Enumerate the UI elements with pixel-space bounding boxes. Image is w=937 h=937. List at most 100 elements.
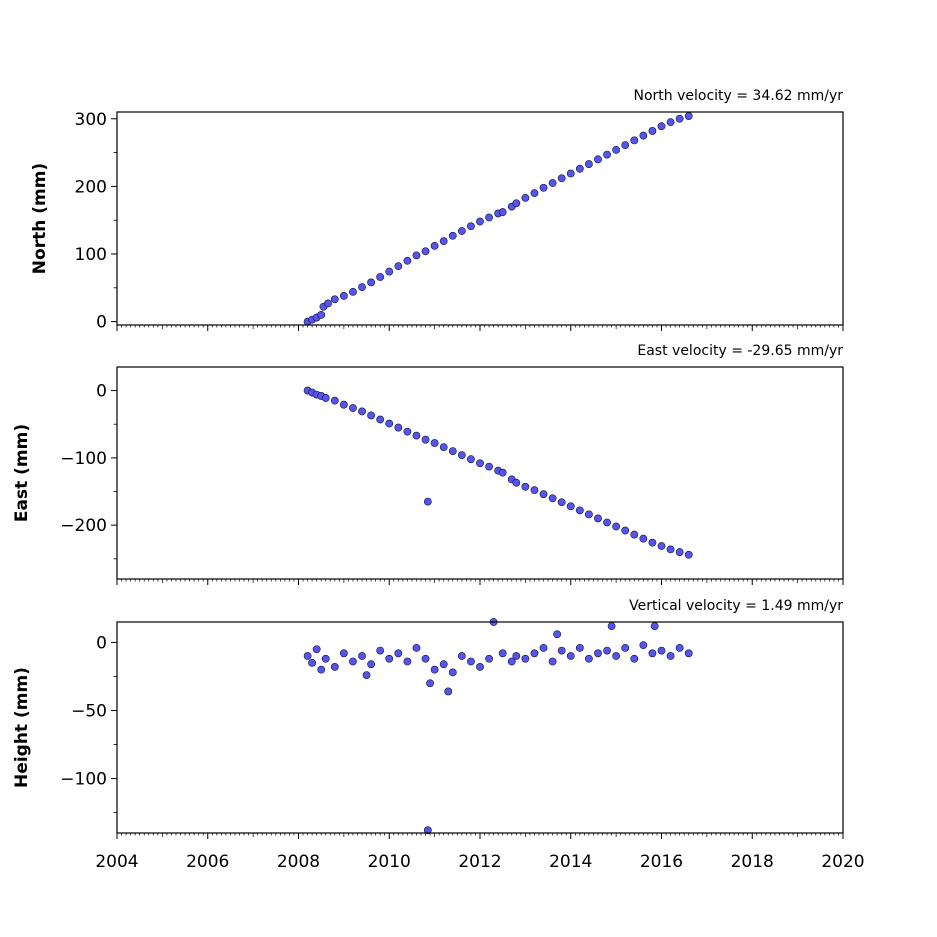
north-y-tick-label: 300 [75,110,107,130]
north-data-point [594,155,602,164]
height-data-point [339,649,348,658]
north-data-point [403,256,412,265]
east-data-point [339,400,348,409]
north-data-point [324,299,332,308]
height-data-point [553,630,562,639]
north-data-point [421,247,430,256]
height-data-point [648,649,657,658]
height-y-tick-label: −100 [60,770,107,790]
height-data-point [639,641,648,650]
height-y-tick-label: −50 [71,701,107,721]
north-data-point [521,193,530,202]
east-data-point [412,431,421,440]
north-data-point [539,183,548,192]
east-y-tick-label: 0 [96,382,107,402]
height-data-point [423,826,432,835]
x-tick-label: 2016 [640,852,683,872]
north-y-tick-label: 100 [75,245,107,265]
east-data-point [376,415,385,424]
x-tick-label: 2012 [458,852,501,872]
height-velocity-title: Vertical velocity = 1.49 mm/yr [629,598,843,614]
north-data-point [630,136,639,145]
north-y-axis-label: North (mm) [30,163,50,274]
x-axis-tick-labels: 2004 2006 2008 2010 2012 2014 2016 2018 2020 [95,852,864,872]
north-data-point [566,169,575,178]
north-data-point [385,267,394,276]
x-tick-label: 2008 [277,852,320,872]
height-points [303,618,693,835]
north-data-point [675,114,684,123]
height-data-point [349,657,357,666]
north-data-point [621,141,630,150]
height-data-point [412,643,421,652]
north-y-tick-label: 200 [75,177,107,197]
height-data-point [330,663,339,671]
height-data-point [607,622,616,630]
north-data-point [339,292,348,300]
east-data-point [476,459,484,468]
height-data-point [650,622,659,630]
east-data-point [603,518,611,527]
east-data-point [666,545,675,554]
height-data-point [566,652,575,660]
height-data-point [303,652,312,660]
height-axes-frame [116,621,844,834]
east-data-point [349,404,357,412]
north-data-point [412,251,421,260]
east-data-point [430,439,439,447]
east-data-point [439,443,448,451]
height-data-point [476,663,484,671]
height-data-point [467,657,475,666]
east-data-point [485,462,493,471]
north-data-point [612,145,621,154]
east-data-point [594,514,602,523]
height-data-point [657,646,666,655]
height-data-point [498,649,507,658]
east-data-point [530,486,539,495]
x-tick-label: 2004 [95,852,138,872]
height-data-point [603,646,611,655]
height-data-point [457,652,466,660]
north-data-point [467,222,475,231]
height-data-point [367,660,375,669]
east-data-point [467,455,475,464]
north-data-point [457,227,466,235]
height-data-point [403,657,412,666]
x-tick-label: 2006 [186,852,229,872]
east-velocity-title: East velocity = -29.65 mm/yr [637,343,843,359]
north-data-point [330,295,339,304]
east-data-point [548,494,557,503]
east-data-point [498,468,507,477]
east-data-point [639,534,648,543]
north-data-point [657,122,666,131]
north-data-point [557,174,566,183]
east-data-point [684,550,693,559]
north-data-point [639,131,648,140]
north-data-point [512,199,521,208]
north-data-point [476,217,484,226]
height-data-point [548,657,557,666]
height-data-point [539,643,548,652]
east-y-axis-label: East (mm) [12,424,32,522]
height-data-point [317,665,326,674]
north-data-point [439,237,448,246]
east-y-tick-label: −100 [60,449,107,469]
height-data-point [448,668,457,677]
height-data-point [430,665,439,674]
north-data-point [430,241,439,250]
height-data-point [675,643,684,652]
east-data-point [612,522,621,531]
height-data-point [684,649,693,658]
north-data-point [575,164,584,173]
north-points [303,112,693,326]
height-panel: 0 −50 −100 Vertical velocity = 1.49 mm/yr He… [12,598,844,839]
height-data-point [594,649,602,658]
height-data-point [439,660,448,669]
east-data-point [657,542,666,550]
east-data-point [557,498,566,507]
east-data-point [457,451,466,460]
east-data-point [566,502,575,511]
east-points [303,386,693,559]
x-tick-label: 2020 [821,852,864,872]
